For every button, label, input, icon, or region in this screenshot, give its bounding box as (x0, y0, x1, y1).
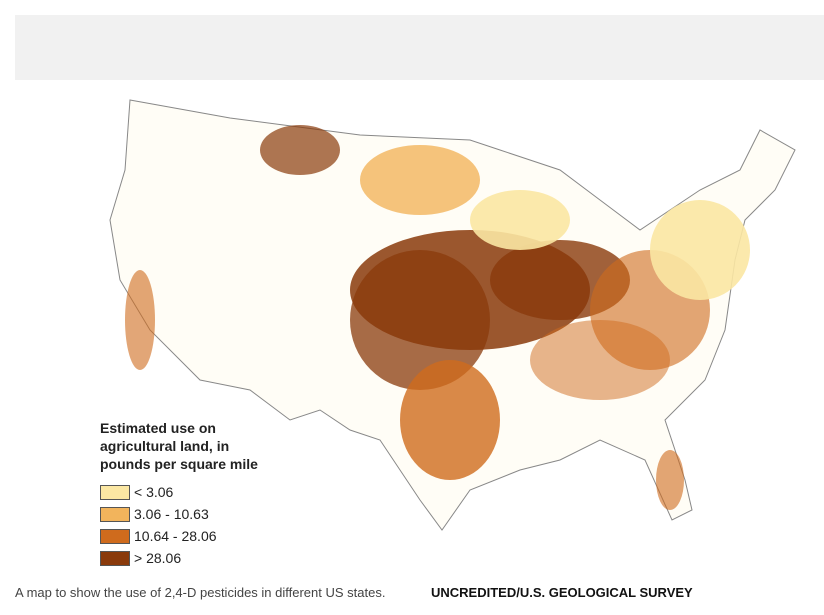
placeholder-band (15, 15, 824, 80)
legend-swatch (100, 550, 130, 566)
legend-label: > 28.06 (134, 550, 182, 566)
legend-title-line: Estimated use on (100, 420, 216, 436)
us-map (109, 99, 796, 531)
usage-areas (125, 125, 750, 510)
legend-label: 10.64 - 28.06 (134, 528, 217, 544)
legend-swatch (100, 506, 130, 522)
legend-item: > 28.06 (100, 547, 258, 569)
legend: Estimated use on agricultural land, in pou… (100, 419, 258, 569)
legend-label: < 3.06 (134, 484, 174, 500)
legend-item: 3.06 - 10.63 (100, 503, 258, 525)
legend-title-line: agricultural land, in (100, 438, 230, 454)
legend-item: 10.64 - 28.06 (100, 525, 258, 547)
legend-swatch (100, 484, 130, 500)
legend-item: < 3.06 (100, 481, 258, 503)
legend-label: 3.06 - 10.63 (134, 506, 209, 522)
legend-title-line: pounds per square mile (100, 456, 258, 472)
legend-swatch (100, 528, 130, 544)
caption: A map to show the use of 2,4-D pesticide… (15, 585, 386, 600)
legend-spacer (100, 473, 258, 481)
credit: UNCREDITED/U.S. GEOLOGICAL SURVEY (431, 585, 693, 600)
